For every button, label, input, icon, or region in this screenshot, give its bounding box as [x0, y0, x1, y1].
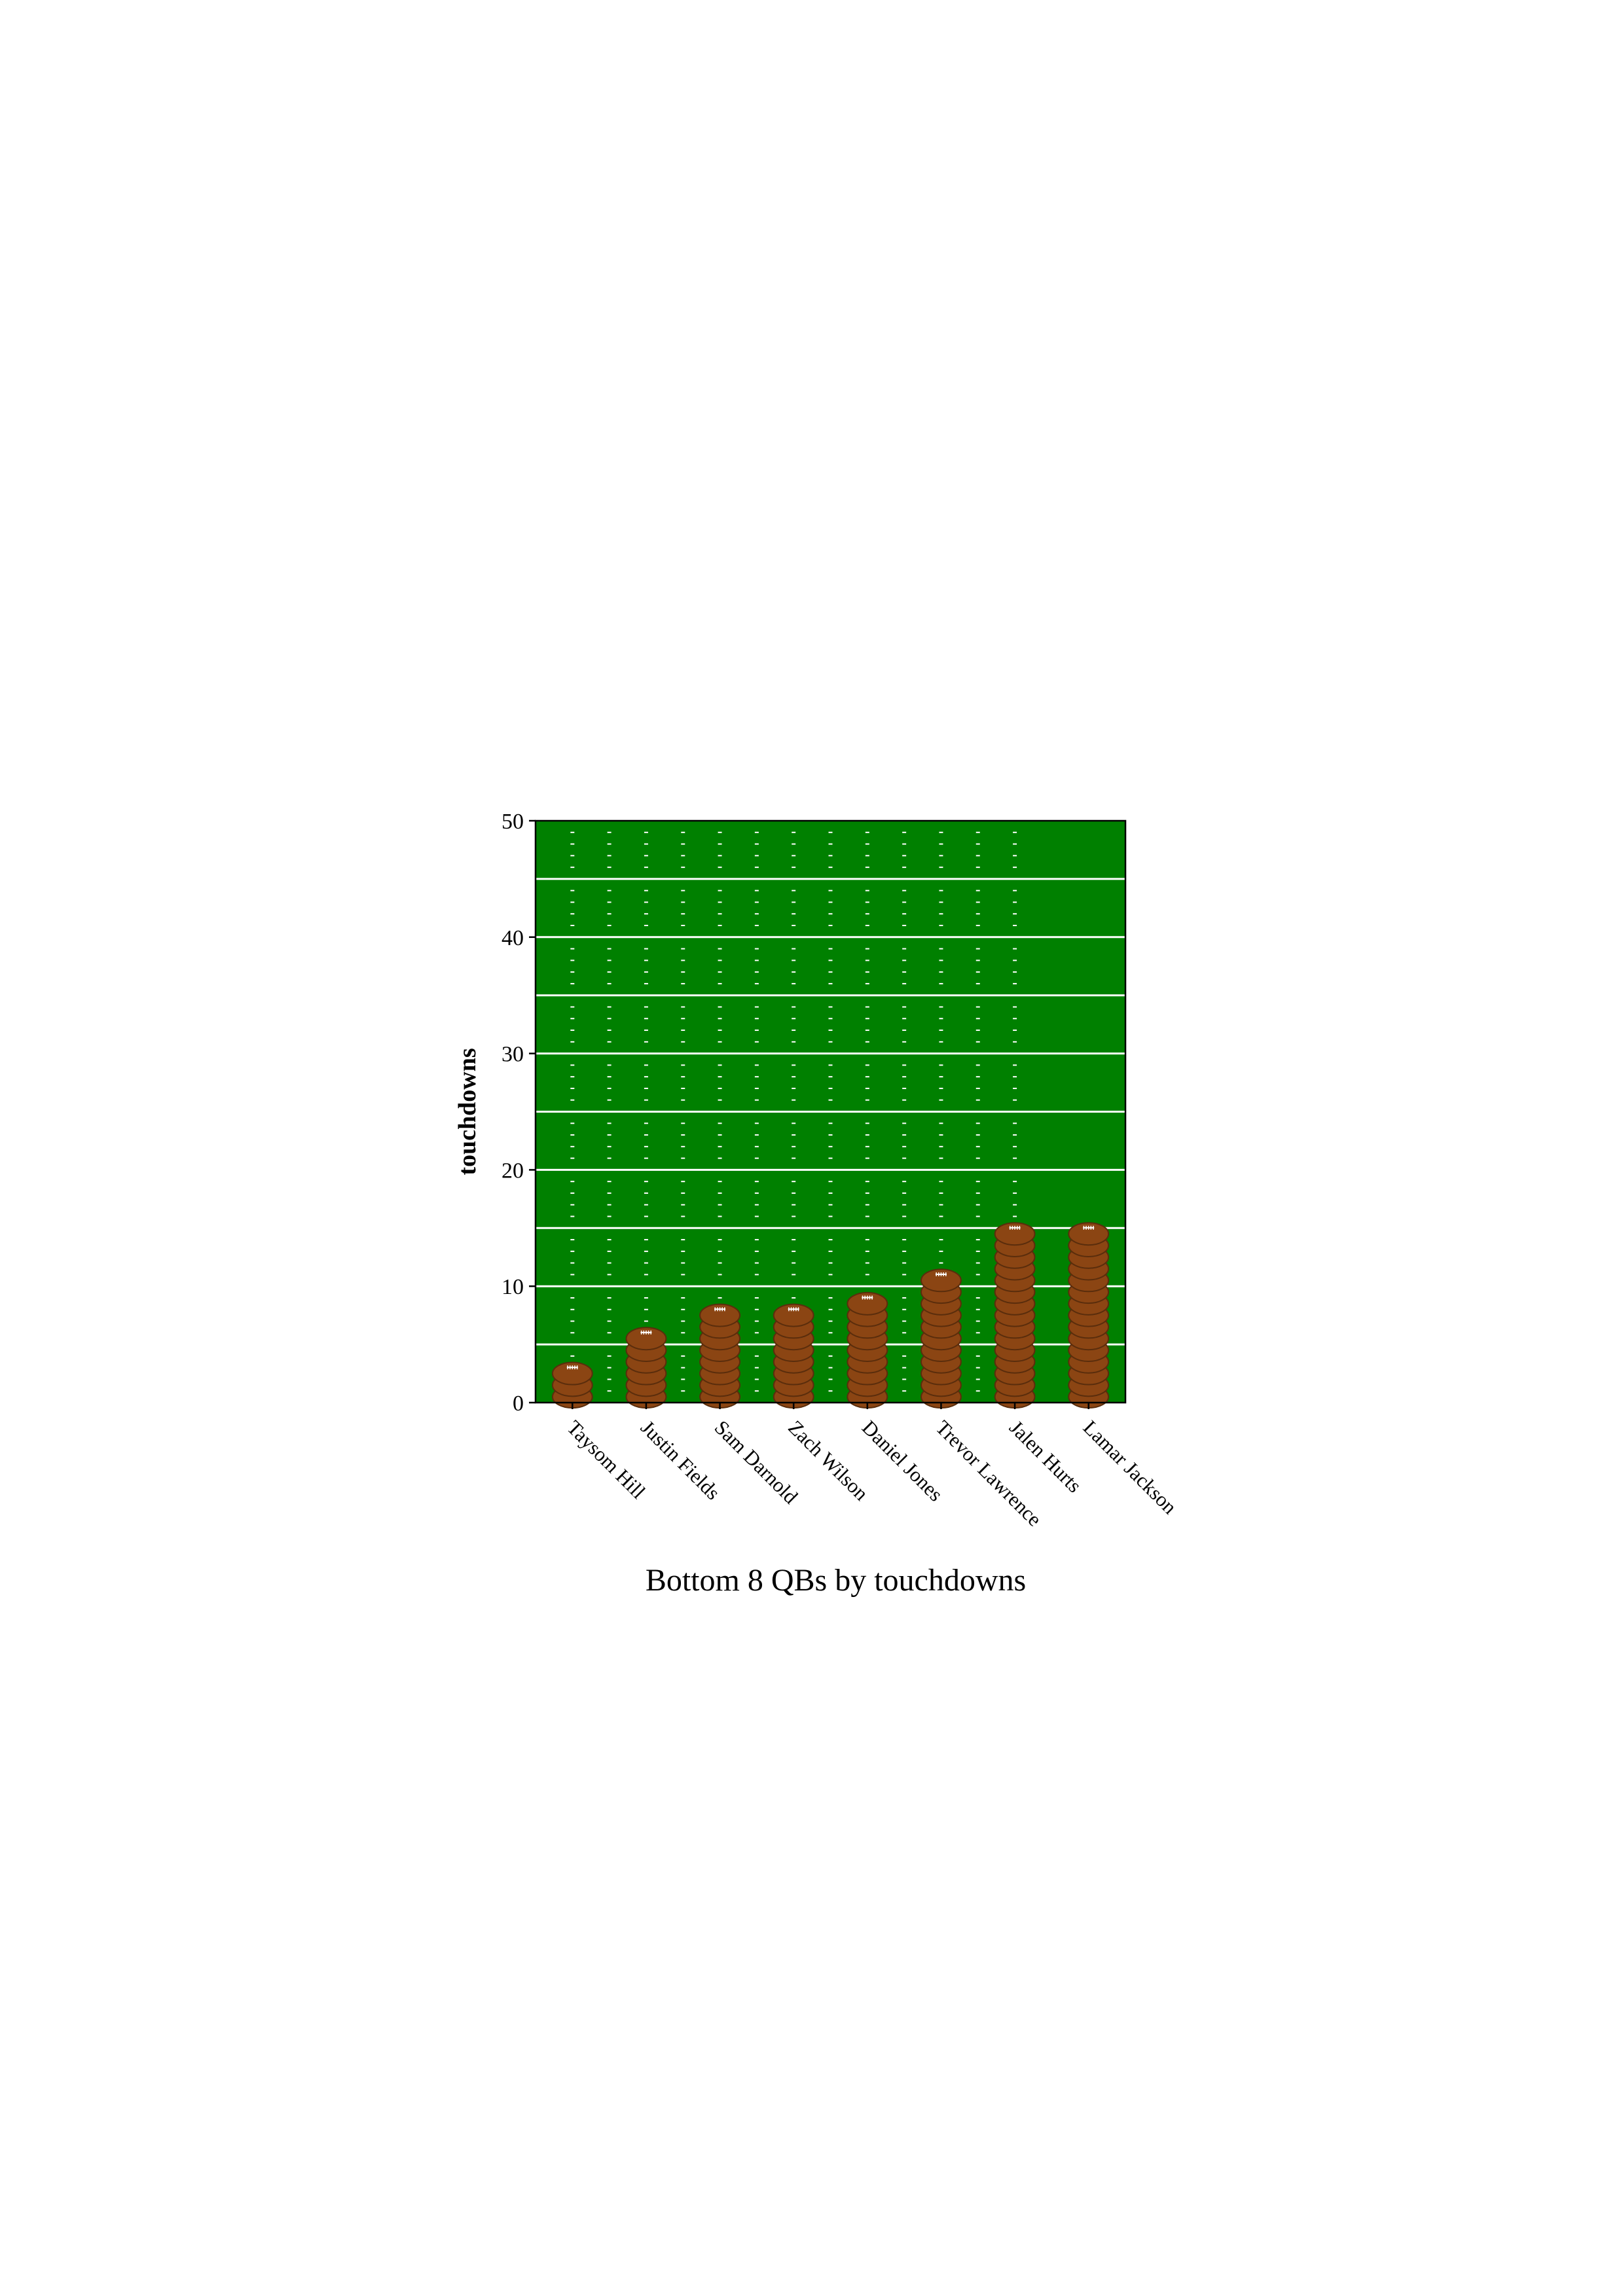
y-axis-label: touchdowns	[454, 1048, 481, 1175]
football-marker	[921, 1268, 962, 1293]
bar	[994, 1222, 1036, 1409]
football-marker	[551, 1361, 593, 1386]
football-marker	[994, 1222, 1036, 1246]
y-tick-label: 20	[501, 1158, 524, 1183]
y-tick-label: 10	[501, 1275, 524, 1299]
football-marker	[625, 1327, 667, 1351]
football-marker	[1068, 1222, 1110, 1246]
chart-title: Bottom 8 QBs by touchdowns	[646, 1563, 1026, 1598]
bar	[1068, 1222, 1110, 1409]
x-tick-label: Lamar Jackson	[1079, 1416, 1182, 1518]
y-tick-label: 40	[501, 926, 524, 950]
football-marker	[847, 1291, 888, 1316]
x-tick-label: Justin Fields	[636, 1416, 725, 1504]
bar	[921, 1268, 962, 1409]
y-axis: 0 10 20 30 40 50	[501, 810, 536, 1416]
football-marker	[699, 1303, 740, 1327]
y-tick-label: 30	[501, 1043, 524, 1067]
plot-frame	[534, 819, 1127, 1404]
bar	[847, 1291, 888, 1409]
football-marker	[773, 1303, 814, 1327]
y-tick-label: 50	[501, 810, 524, 834]
bar	[773, 1303, 814, 1409]
bar	[625, 1327, 667, 1409]
bar	[551, 1361, 593, 1409]
y-tick-label: 0	[513, 1391, 524, 1416]
bar	[699, 1303, 740, 1409]
x-tick-label: Taysom Hill	[562, 1416, 649, 1503]
